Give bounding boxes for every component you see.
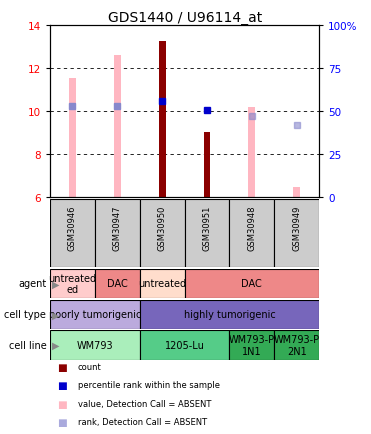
Text: GSM30949: GSM30949 <box>292 205 301 250</box>
Text: DAC: DAC <box>242 279 262 289</box>
Text: ■: ■ <box>58 417 67 427</box>
Text: WM793: WM793 <box>76 341 113 350</box>
Text: agent: agent <box>18 279 46 289</box>
Text: GDS1440 / U96114_at: GDS1440 / U96114_at <box>108 11 263 25</box>
Text: rank, Detection Call = ABSENT: rank, Detection Call = ABSENT <box>78 417 207 426</box>
Bar <box>50 200 95 267</box>
Bar <box>140 269 185 299</box>
Text: ▶: ▶ <box>52 341 59 350</box>
Bar <box>185 269 319 299</box>
Bar <box>274 331 319 360</box>
Bar <box>274 200 319 267</box>
Bar <box>140 300 319 329</box>
Bar <box>69 79 76 197</box>
Text: DAC: DAC <box>107 279 128 289</box>
Bar <box>229 200 274 267</box>
Bar <box>95 200 140 267</box>
Text: GSM30947: GSM30947 <box>113 205 122 250</box>
Bar <box>140 200 185 267</box>
Bar <box>95 269 140 299</box>
Text: WM793-P
2N1: WM793-P 2N1 <box>273 335 320 356</box>
Text: 1205-Lu: 1205-Lu <box>165 341 204 350</box>
Text: GSM30951: GSM30951 <box>203 205 211 250</box>
Text: GSM30946: GSM30946 <box>68 205 77 250</box>
Text: ■: ■ <box>58 399 67 409</box>
Bar <box>50 331 140 360</box>
Text: GSM30948: GSM30948 <box>247 205 256 250</box>
Bar <box>185 200 229 267</box>
Text: value, Detection Call = ABSENT: value, Detection Call = ABSENT <box>78 399 211 408</box>
Text: poorly tumorigenic: poorly tumorigenic <box>49 310 141 319</box>
Text: percentile rank within the sample: percentile rank within the sample <box>78 381 220 390</box>
Text: cell type: cell type <box>4 310 46 319</box>
Bar <box>114 56 121 197</box>
Bar <box>159 102 165 197</box>
Text: WM793-P
1N1: WM793-P 1N1 <box>229 335 275 356</box>
Text: ■: ■ <box>58 381 67 391</box>
Text: ▶: ▶ <box>52 310 59 319</box>
Text: untreated: untreated <box>138 279 186 289</box>
Bar <box>140 331 229 360</box>
Text: ▶: ▶ <box>52 279 59 289</box>
Text: count: count <box>78 362 102 372</box>
Text: GSM30950: GSM30950 <box>158 205 167 250</box>
Text: cell line: cell line <box>9 341 46 350</box>
Bar <box>50 269 95 299</box>
Bar <box>249 108 255 197</box>
Bar <box>159 42 165 197</box>
Bar <box>229 331 274 360</box>
Text: untreated
ed: untreated ed <box>49 273 96 295</box>
Text: ■: ■ <box>58 362 67 372</box>
Bar <box>50 300 140 329</box>
Bar <box>293 188 300 197</box>
Text: highly tumorigenic: highly tumorigenic <box>184 310 275 319</box>
Bar <box>204 133 210 197</box>
